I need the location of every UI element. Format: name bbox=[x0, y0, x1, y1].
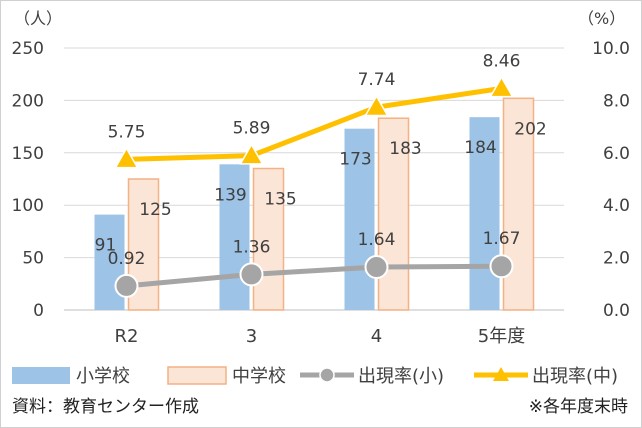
bar bbox=[377, 117, 410, 311]
lines bbox=[114, 75, 514, 298]
line-marker bbox=[114, 273, 139, 298]
source-note: 資料：教育センター作成 bbox=[12, 397, 199, 417]
bar-value-label: 135 bbox=[264, 190, 296, 210]
bars bbox=[94, 97, 535, 311]
right-tick-label: 4.0 bbox=[603, 196, 630, 216]
line-value-label: 5.89 bbox=[233, 119, 271, 139]
line-marker bbox=[489, 75, 514, 98]
left-tick-label: 100 bbox=[12, 196, 44, 216]
line-value-label: 0.92 bbox=[108, 249, 146, 269]
left-tick-label: 50 bbox=[22, 249, 44, 269]
left-tick-label: 250 bbox=[12, 39, 44, 59]
bar-value-label: 202 bbox=[514, 119, 546, 139]
line-marker bbox=[364, 94, 389, 117]
legend-label: 小学校 bbox=[76, 366, 130, 387]
category-label: 4 bbox=[371, 326, 382, 347]
line-value-label: 1.36 bbox=[233, 237, 271, 257]
line-marker bbox=[239, 262, 264, 287]
line-value-label: 1.67 bbox=[483, 229, 521, 249]
left-tick-label: 150 bbox=[12, 144, 44, 164]
right-tick-label: 0.0 bbox=[603, 301, 630, 321]
legend-label: 出現率(小) bbox=[358, 366, 444, 387]
legend-label: 出現率(中) bbox=[532, 366, 618, 387]
data-labels: 91 139 173 184 125 135 183 202 0.92 1.36 1.64 1.67 5… bbox=[95, 51, 547, 269]
bar-value-label: 91 bbox=[95, 236, 117, 256]
line-marker bbox=[114, 146, 139, 169]
bar-value-label: 184 bbox=[464, 138, 496, 158]
bar-value-label: 183 bbox=[389, 139, 421, 159]
left-axis-unit: （人） bbox=[14, 9, 62, 28]
right-tick-label: 8.0 bbox=[603, 91, 630, 111]
line-value-label: 8.46 bbox=[483, 51, 521, 71]
bar bbox=[469, 117, 500, 310]
axes: （人） （%） 0 50 100 150 200 250 0.0 2.0 4.0 6.0 8.0 10… bbox=[12, 9, 630, 347]
legend-marker bbox=[319, 367, 335, 383]
right-tick-label: 6.0 bbox=[603, 144, 630, 164]
right-tick-label: 2.0 bbox=[603, 249, 630, 269]
category-label: 3 bbox=[246, 326, 257, 347]
period-note: ※各年度末時 bbox=[529, 397, 628, 417]
bar bbox=[344, 128, 375, 310]
legend-swatch bbox=[12, 367, 70, 384]
series-line bbox=[126, 85, 502, 162]
legend: 小学校 中学校 出現率(小) 出現率(中) bbox=[12, 366, 618, 387]
right-axis-unit: （%） bbox=[578, 9, 625, 28]
bar bbox=[219, 164, 250, 310]
bar-value-label: 125 bbox=[139, 200, 171, 220]
category-label: R2 bbox=[115, 326, 139, 347]
bar-value-label: 139 bbox=[214, 185, 246, 205]
series-line bbox=[126, 263, 502, 289]
line-value-label: 5.75 bbox=[108, 122, 146, 142]
category-label: 5年度 bbox=[478, 326, 525, 347]
line-marker bbox=[364, 255, 389, 280]
left-tick-label: 200 bbox=[12, 91, 44, 111]
right-tick-label: 10.0 bbox=[592, 39, 630, 59]
line-marker bbox=[489, 254, 514, 279]
legend-label: 中学校 bbox=[232, 366, 286, 387]
footer: 資料：教育センター作成 ※各年度末時 bbox=[12, 397, 628, 417]
legend-swatch bbox=[167, 366, 227, 385]
left-tick-label: 0 bbox=[33, 301, 44, 321]
line-value-label: 1.64 bbox=[358, 230, 396, 250]
legend-marker bbox=[493, 367, 509, 381]
line-value-label: 7.74 bbox=[358, 70, 396, 90]
bar bbox=[252, 167, 285, 311]
line-marker bbox=[239, 143, 264, 165]
bar-value-label: 173 bbox=[339, 150, 371, 170]
